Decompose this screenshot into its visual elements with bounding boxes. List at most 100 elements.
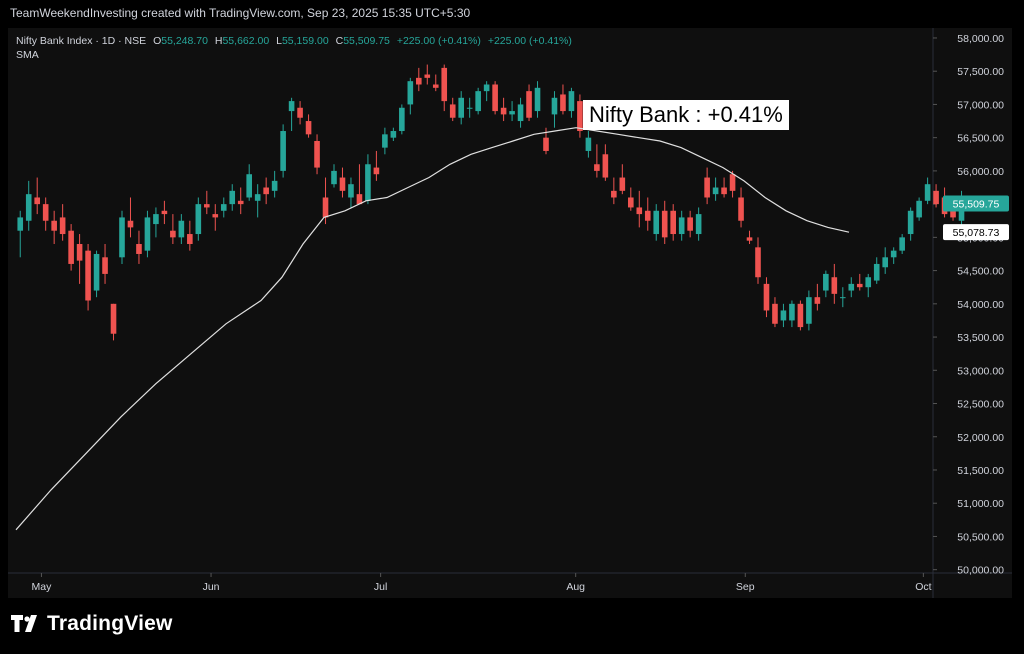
candle-up [475,91,481,112]
chart-annotation: Nifty Bank : +0.41% [583,100,789,130]
candle-up [483,84,490,92]
candle-up [348,184,354,198]
candle-up [17,217,24,231]
candle-down [831,277,838,294]
candle-down [263,187,269,195]
candle-up [882,257,888,268]
candle-down [543,137,549,151]
candle-down [204,204,210,208]
candle-up [534,87,541,112]
candle-down [187,234,193,245]
y-tick-label: 56,000.00 [957,166,1004,178]
candle-down [611,190,617,198]
candle-down [416,77,422,85]
candle-down [339,177,346,191]
candle-down [738,197,744,221]
candle-up [458,97,464,118]
candle-down [68,230,74,264]
tradingview-brand[interactable]: TradingView [11,612,173,636]
y-tick-label: 57,500.00 [957,66,1004,78]
candle-down [933,190,939,205]
candle-down [127,220,134,228]
candle-down [670,210,676,235]
y-tick-label: 54,500.00 [957,266,1004,278]
y-tick-label: 54,000.00 [957,299,1004,311]
y-tick-label: 50,500.00 [957,531,1004,543]
candle-down [755,247,761,278]
candle-up [390,131,397,138]
candle-down [314,140,320,168]
candle-down [161,210,168,215]
candle-down [212,214,219,218]
ohlc-legend: Nifty Bank Index · 1D · NSE O55,248.70 H… [16,34,572,62]
legend-sma-indicator[interactable]: SMA [16,49,39,61]
candle-down [492,84,498,112]
candle-down [424,74,431,78]
x-tick-label: Jun [203,581,220,593]
legend-close: 55,509.75 [343,35,390,47]
candle-up [899,237,905,251]
candle-up [890,250,897,258]
candle-up [288,101,295,112]
candle-up [195,204,202,235]
candle-up [916,200,922,218]
sma-line [15,127,850,531]
legend-close-label: C [335,35,344,47]
candlestick-chart[interactable]: 50,000.00 50,500.00 51,000.00 51,500.00 52,0… [8,28,1012,598]
x-tick-label: Aug [566,581,585,593]
candle-up [365,164,371,201]
candle-down [628,197,634,208]
candle-up [678,217,685,235]
candle-up [93,253,100,291]
candle-up [119,217,125,258]
sma-value-label: 55,078.73 [953,227,1000,239]
chart-area[interactable]: 50,000.00 50,500.00 51,000.00 51,500.00 52,0… [8,28,1012,598]
y-tick-label: 51,000.00 [957,498,1004,510]
y-tick-label: 57,000.00 [957,99,1004,111]
candle-down [110,303,117,334]
candle-down [322,197,329,218]
y-tick-label: 58,000.00 [957,33,1004,45]
candle-down [704,177,710,198]
candle-up [840,297,846,299]
y-tick-label: 53,000.00 [957,365,1004,377]
candle-down [356,194,363,205]
y-tick-label: 56,500.00 [957,133,1004,145]
legend-symbol: Nifty Bank Index · 1D · NSE [16,35,147,47]
candle-up [509,111,515,115]
candle-down [856,283,863,288]
candle-down [560,94,566,112]
tradingview-wordmark: TradingView [47,612,173,635]
y-tick-label: 53,500.00 [957,332,1004,344]
candle-down [441,67,448,102]
candle-up [806,297,812,324]
candle-down [170,230,176,238]
candle-up [254,194,261,201]
candle-up [280,131,286,171]
sma-value-badge [943,224,1009,241]
candle-down [721,187,727,195]
legend-change: +225.00 (+0.41%) [396,35,481,47]
candle-up [271,180,278,191]
candle-up [517,104,524,122]
candle-down [729,174,736,191]
candle-down [619,177,626,191]
candle-up [695,214,702,235]
candle-down [814,297,821,304]
candle-up [789,303,795,321]
candle-down [602,154,609,178]
candle-down [42,204,49,221]
candle-down [636,207,643,215]
x-tick-label: Oct [915,581,931,593]
candle-up [551,97,558,115]
candle-up [823,273,829,291]
candle-down [34,197,40,205]
chart-header-text: TeamWeekendInvesting created with Tradin… [10,6,471,20]
candle-down [85,250,91,301]
x-tick-label: Sep [736,581,755,593]
legend-high-label: H [214,35,223,47]
candle-up [246,174,252,198]
candle-up [865,277,872,288]
candle-down [746,237,753,241]
last-price-badge [943,195,1009,212]
